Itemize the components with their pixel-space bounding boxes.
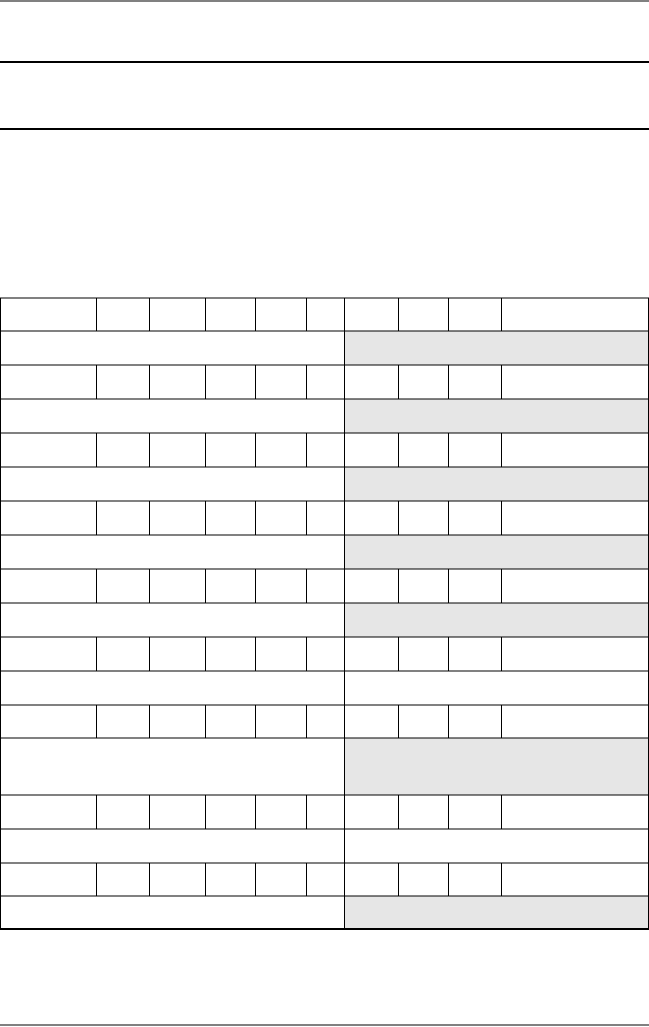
shaded-cell bbox=[344, 331, 648, 365]
form-table bbox=[0, 297, 649, 930]
shaded-cell bbox=[344, 896, 648, 929]
shaded-cell bbox=[344, 603, 648, 637]
shaded-cell bbox=[344, 535, 648, 569]
shaded-cell bbox=[344, 467, 648, 501]
shaded-cell bbox=[344, 738, 648, 795]
shaded-cell bbox=[344, 399, 648, 433]
